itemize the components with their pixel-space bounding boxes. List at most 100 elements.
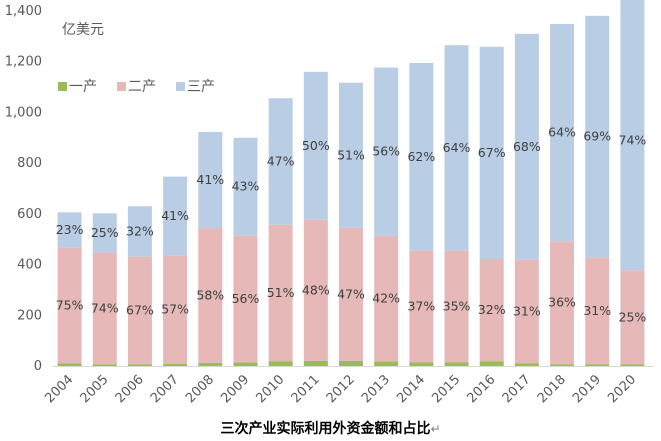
y-tick-label: 800 [17,156,42,171]
x-tick-label: 2013 [359,372,393,406]
bar-segment [620,364,645,366]
bar-segment [268,224,293,362]
bar-segment [339,360,363,366]
bar-segment [127,256,152,365]
percent-label: 31% [583,303,611,318]
bar-segment [127,364,152,366]
legend-swatch [117,82,126,91]
legend-swatch [176,82,185,91]
bar-segment [374,361,399,366]
bar-segment [514,259,539,364]
x-tick-label: 2020 [605,372,639,406]
bar-segment [303,219,328,361]
bar-segment [585,364,610,366]
unit-label: 亿美元 [62,22,104,38]
bar-segment [268,98,293,225]
bar-segment [57,247,82,364]
bar-segment [444,45,469,251]
bar-segment [409,362,434,366]
percent-label: 41% [196,172,224,187]
legend-swatch [58,82,67,91]
y-tick-label: 1,000 [5,105,42,120]
x-tick-label: 2012 [324,372,358,406]
percent-label: 36% [548,295,576,310]
bar-segment [550,364,575,366]
bar-segment [163,176,188,256]
x-tick-label: 2004 [42,372,76,406]
bar-segment [92,364,117,366]
percent-label: 48% [302,282,330,297]
percent-label: 32% [478,302,506,317]
x-tick-label: 2014 [394,372,428,406]
percent-label: 68% [513,139,541,154]
x-tick-label: 2006 [113,372,147,406]
legend-label: 二产 [128,79,156,95]
x-tick-label: 2015 [429,372,463,406]
x-tick-label: 2011 [289,372,323,406]
x-tick-label: 2008 [183,372,217,406]
percent-label: 74% [619,133,647,148]
percent-label: 56% [232,291,260,306]
x-tick-label: 2009 [218,372,252,406]
percent-label: 43% [232,179,260,194]
y-tick-label: 1,400 [5,4,42,19]
bar-segment [514,33,539,260]
bar-segment [339,227,363,361]
percent-label: 42% [372,291,400,306]
y-tick-label: 0 [34,359,42,374]
y-tick-label: 400 [17,258,42,273]
y-axis: 0 200 400 600 800 1,000 1,200 1,400 [5,4,42,374]
bar-segment [550,241,575,365]
x-tick-label: 2018 [535,372,569,406]
bar-segment [444,250,469,363]
bar-segment [57,363,82,366]
x-tick-label: 2005 [78,372,112,406]
percent-label: 35% [443,298,471,313]
bar-segment [198,228,223,363]
bar-segment [585,257,610,365]
percent-label: 50% [302,138,330,153]
y-tick-label: 600 [17,207,42,222]
x-tick-label: 2019 [570,372,604,406]
legend: 一产 二产 三产 [58,79,215,95]
percent-label: 41% [161,208,189,223]
percent-label: 69% [583,129,611,144]
bar-segment [303,360,328,366]
bar-segment [163,255,188,364]
percent-label: 67% [126,303,154,318]
bar-segment [268,361,293,366]
bar-segment [233,137,258,236]
bar-segment [57,212,82,248]
legend-label: 一产 [69,79,97,95]
x-tick-label: 2007 [148,372,182,406]
percent-label: 62% [407,149,435,164]
y-tick-label: 200 [17,308,42,323]
bar-segment [444,362,469,366]
percent-label: 47% [337,286,365,301]
percent-label: 57% [161,301,189,316]
bar-segment [198,362,223,366]
percent-label: 56% [372,144,400,159]
bar-segment [409,250,434,363]
percent-label: 47% [267,153,295,168]
chart-title: 三次产业实际利用外资金额和占比 [220,421,431,437]
bar-segment [479,258,504,362]
percent-label: 67% [478,145,506,160]
bar-segment [233,362,258,366]
bar-segment [620,0,645,271]
bar-segment [514,363,539,366]
bar-segment [585,15,610,258]
percent-label: 51% [267,285,295,300]
legend-label: 三产 [187,79,215,95]
bar-segment [303,71,328,220]
y-tick-label: 1,200 [5,55,42,70]
bar-segment [233,235,258,363]
paragraph-mark: ↵ [430,422,441,436]
bar-segment [339,82,363,228]
percent-label: 74% [91,300,119,315]
percent-label: 64% [443,140,471,155]
chart-caption: 三次产业实际利用外资金额和占比↵ [0,418,661,438]
percent-label: 23% [56,222,84,237]
x-axis: 2004 2005 2006 2007 2008 2009 2010 2011 2012 2013… [42,366,654,406]
